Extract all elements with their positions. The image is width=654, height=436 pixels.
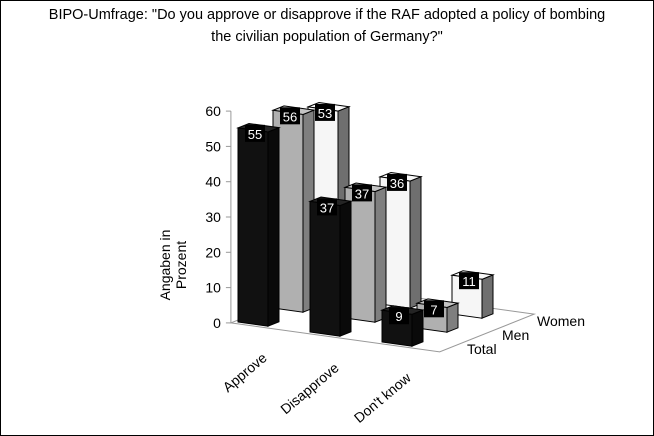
y-tick-label: 40 bbox=[205, 174, 221, 190]
value-label: 9 bbox=[395, 309, 402, 324]
value-label: 37 bbox=[320, 200, 334, 215]
chart-title: BIPO-Umfrage: "Do you approve or disappr… bbox=[5, 4, 649, 48]
bar-side-face bbox=[267, 126, 280, 327]
series-label: Total bbox=[467, 341, 497, 357]
bar-front-face bbox=[237, 127, 269, 327]
bar: 7 bbox=[415, 298, 460, 333]
bar: 37 bbox=[308, 196, 353, 337]
bar: 37 bbox=[343, 182, 388, 323]
value-label-box bbox=[317, 198, 337, 216]
series-label: Men bbox=[502, 327, 529, 343]
y-axis-title: Angaben inProzent bbox=[157, 230, 189, 301]
value-label-box bbox=[424, 300, 444, 318]
value-label: 37 bbox=[355, 186, 369, 201]
bar: 36 bbox=[378, 171, 423, 309]
chart-bars: 53 36 11 56 37 7 55 37 9 bbox=[236, 101, 495, 347]
bar-side-face bbox=[411, 309, 424, 347]
bar-side-face bbox=[374, 186, 387, 323]
value-label: 7 bbox=[430, 302, 437, 317]
series-label: Women bbox=[537, 313, 585, 329]
value-label: 53 bbox=[318, 106, 332, 121]
bar: 11 bbox=[450, 270, 495, 319]
y-tick-label: 60 bbox=[205, 103, 221, 119]
value-label-box bbox=[459, 272, 479, 290]
value-label: 55 bbox=[248, 127, 262, 142]
value-label-box bbox=[389, 307, 409, 325]
bar-side-face bbox=[339, 200, 352, 337]
chart-title-line-1: BIPO-Umfrage: "Do you approve or disappr… bbox=[48, 7, 606, 23]
value-label-box bbox=[280, 107, 300, 125]
bar-side-face bbox=[409, 175, 422, 309]
x-category-label: Don't know bbox=[351, 369, 415, 426]
y-axis-title-line: Angaben in bbox=[157, 230, 173, 301]
value-label-box bbox=[315, 103, 335, 121]
x-category-label: Approve bbox=[220, 349, 270, 395]
y-tick-label: 10 bbox=[205, 280, 221, 296]
y-tick-label: 50 bbox=[205, 138, 221, 154]
bar-front-face bbox=[309, 200, 341, 337]
bar-side-face bbox=[446, 302, 459, 333]
bar: 9 bbox=[380, 305, 425, 347]
bar: 55 bbox=[236, 122, 281, 327]
value-label-box bbox=[352, 184, 372, 202]
value-label: 36 bbox=[390, 176, 404, 191]
y-tick-label: 0 bbox=[213, 315, 221, 331]
chart-title-line-2: the civilian population of Germany?" bbox=[211, 29, 443, 45]
value-label-box bbox=[245, 124, 265, 142]
value-label-box bbox=[387, 173, 407, 191]
y-tick-label: 30 bbox=[205, 209, 221, 225]
value-label: 11 bbox=[462, 274, 476, 289]
bar-side-face bbox=[481, 274, 494, 319]
value-label: 56 bbox=[283, 109, 297, 124]
y-tick-label: 20 bbox=[205, 244, 221, 260]
x-category-label: Disapprove bbox=[277, 359, 342, 417]
y-axis-title-line: Prozent bbox=[173, 241, 189, 289]
